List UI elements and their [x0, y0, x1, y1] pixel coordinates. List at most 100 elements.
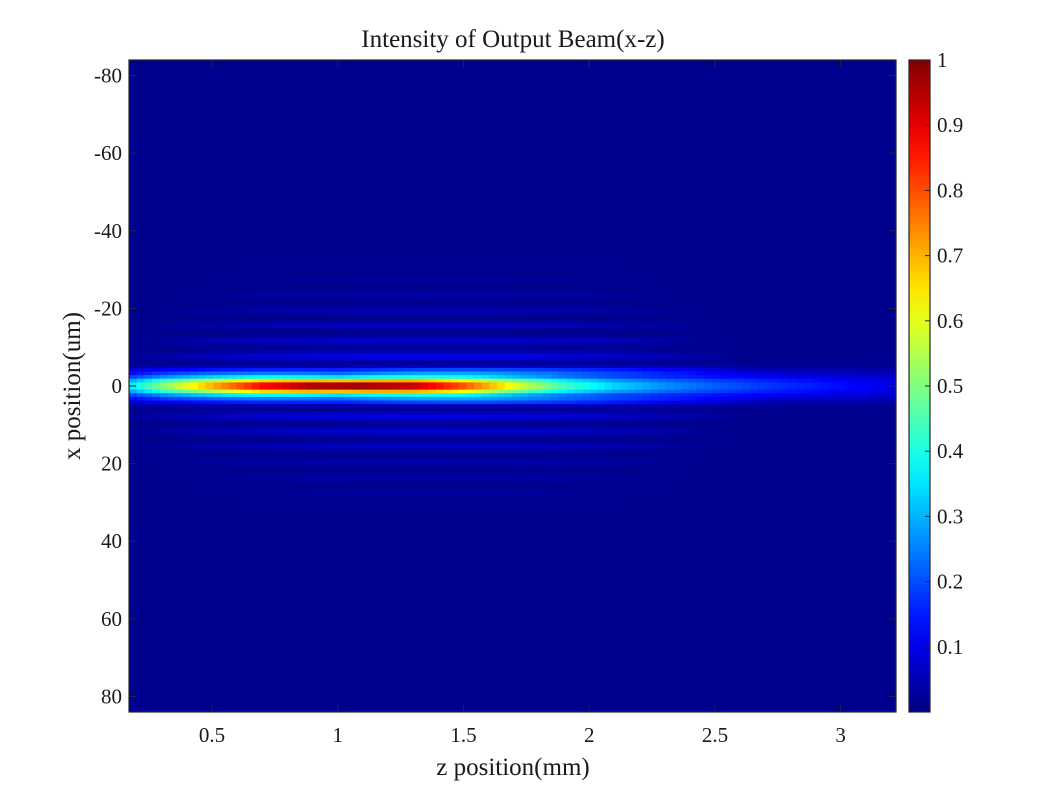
heatmap-cell	[573, 386, 583, 391]
heatmap-cell	[251, 440, 260, 445]
heatmap-cell	[259, 382, 268, 387]
heatmap-cell	[458, 505, 468, 510]
heatmap-cell	[205, 443, 214, 449]
heatmap-cell	[834, 371, 843, 376]
heatmap-cell	[152, 458, 161, 463]
heatmap-cell	[550, 386, 560, 391]
heatmap-cell	[259, 324, 268, 329]
heatmap-cell	[351, 505, 360, 510]
heatmap-cell	[159, 462, 168, 467]
heatmap-cell	[834, 404, 843, 409]
y-tick-label: 20	[101, 452, 122, 476]
heatmap-cell	[282, 375, 291, 380]
heatmap-cell	[328, 400, 337, 405]
heatmap-cell	[167, 396, 176, 402]
heatmap-cell	[389, 433, 399, 438]
heatmap-cell	[880, 396, 889, 402]
heatmap-cell	[405, 396, 414, 402]
heatmap-cell	[244, 414, 253, 420]
heatmap-cell	[167, 414, 176, 420]
heatmap-cell	[466, 378, 475, 383]
heatmap-cell	[665, 386, 675, 391]
heatmap-cell	[251, 505, 260, 510]
heatmap-cell	[420, 440, 429, 445]
heatmap-cell	[205, 375, 214, 380]
heatmap-cell	[474, 389, 483, 394]
heatmap-cell	[558, 320, 567, 326]
heatmap-cell	[589, 411, 598, 416]
heatmap-cell	[336, 414, 345, 420]
heatmap-cell	[305, 476, 314, 481]
heatmap-cell	[612, 328, 621, 333]
heatmap-cell	[481, 353, 491, 358]
heatmap-cell	[535, 505, 544, 510]
heatmap-cell	[435, 309, 445, 315]
heatmap-cell	[681, 357, 690, 362]
heatmap-cell	[343, 371, 353, 376]
heatmap-cell	[244, 280, 253, 286]
heatmap-cell	[481, 342, 491, 347]
heatmap-cell	[466, 447, 475, 452]
heatmap-cell	[244, 386, 253, 391]
heatmap-cell	[880, 375, 889, 380]
heatmap-cell	[612, 375, 621, 380]
heatmap-cell	[619, 396, 629, 402]
heatmap-cell	[313, 443, 322, 449]
heatmap-cell	[727, 353, 736, 358]
heatmap-cell	[665, 367, 675, 373]
heatmap-cell	[213, 375, 222, 380]
heatmap-cell	[320, 367, 330, 373]
heatmap-cell	[704, 378, 713, 383]
heatmap-cell	[604, 440, 613, 445]
heatmap-cell	[297, 404, 307, 409]
heatmap-cell	[451, 396, 460, 402]
heatmap-cell	[389, 382, 399, 387]
heatmap-cell	[428, 280, 437, 286]
heatmap-cell	[550, 280, 560, 286]
heatmap-cell	[136, 375, 145, 380]
heatmap-cell	[673, 320, 682, 326]
heatmap-cell	[290, 476, 299, 481]
heatmap-cell	[136, 371, 145, 376]
heatmap-cell	[136, 404, 145, 409]
heatmap-cell	[581, 386, 590, 391]
heatmap-cell	[282, 404, 291, 409]
heatmap-cell	[497, 396, 506, 402]
heatmap-cell	[711, 382, 721, 387]
heatmap-cell	[497, 378, 506, 383]
heatmap-cell	[665, 338, 675, 344]
heatmap-cell	[274, 378, 283, 383]
heatmap-cell	[359, 353, 368, 358]
heatmap-cell	[466, 411, 475, 416]
heatmap-cell	[627, 353, 636, 358]
heatmap-cell	[727, 382, 736, 387]
heatmap-cell	[481, 418, 491, 423]
heatmap-cell	[428, 291, 437, 297]
heatmap-cell	[251, 389, 260, 394]
heatmap-cell	[374, 440, 383, 445]
heatmap-cell	[282, 364, 291, 369]
heatmap-cell	[474, 404, 483, 409]
heatmap-cell	[650, 400, 659, 405]
heatmap-cell	[566, 382, 575, 387]
heatmap-cell	[297, 425, 307, 431]
heatmap-cell	[182, 429, 191, 434]
heatmap-cell	[389, 306, 399, 311]
heatmap-cell	[566, 320, 575, 326]
heatmap-cell	[397, 447, 406, 452]
heatmap-cell	[780, 367, 790, 373]
x-axis-tick-labels: 0.5 1 1.5 2 2.5 3	[199, 723, 846, 747]
y-tick-label: 60	[101, 607, 122, 631]
heatmap-cell	[443, 429, 452, 434]
heatmap-cell	[236, 291, 245, 297]
heatmap-cell	[742, 364, 751, 369]
heatmap-cell	[297, 378, 307, 383]
heatmap-cell	[152, 429, 161, 434]
heatmap-cell	[504, 443, 514, 449]
heatmap-cell	[259, 476, 268, 481]
heatmap-cell	[343, 491, 353, 496]
heatmap-cell	[236, 295, 245, 300]
heatmap-cell	[236, 404, 245, 409]
heatmap-cell	[382, 396, 391, 402]
heatmap-cell	[205, 277, 214, 282]
